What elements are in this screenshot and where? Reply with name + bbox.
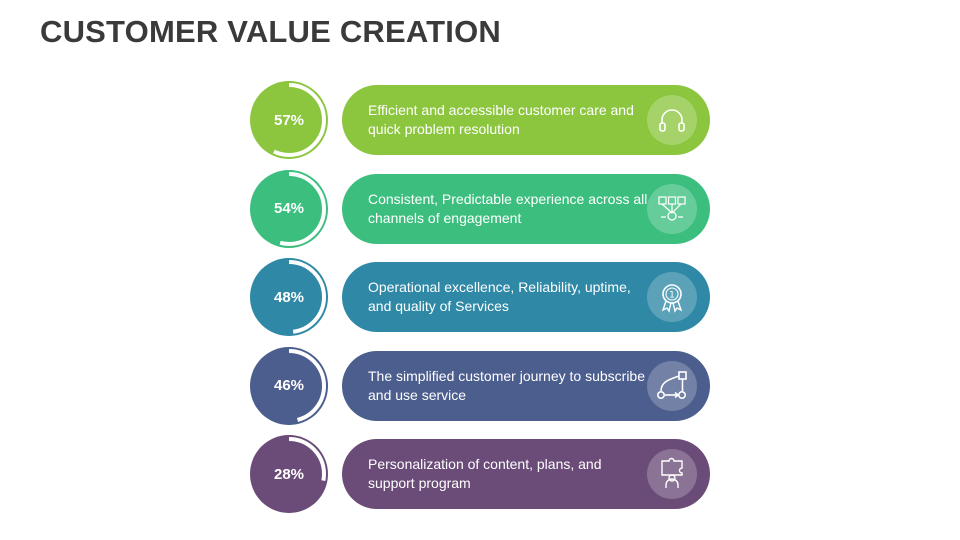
percent-ring <box>250 346 328 425</box>
ring-inner <box>258 354 320 417</box>
progress-arc <box>252 171 326 246</box>
percent-label: 46% <box>273 377 305 394</box>
omnichannel-icon <box>647 183 697 234</box>
ring-inner <box>258 177 320 240</box>
award-badge-icon: 1 <box>647 272 697 322</box>
value-item: Efficient and accessible customer care a… <box>248 80 710 160</box>
progress-arc <box>252 437 326 511</box>
percent-ring <box>250 169 328 248</box>
value-pill: Operational excellence, Reliability, upt… <box>342 262 710 332</box>
progress-arc <box>252 348 326 423</box>
progress-arc <box>252 83 326 157</box>
value-pill: Consistent, Predictable experience acros… <box>342 173 710 244</box>
percent-label: 57% <box>273 111 305 129</box>
percent-label: 28% <box>273 465 305 483</box>
page-title: CUSTOMER VALUE CREATION <box>40 14 502 49</box>
value-pill: The simplified customer journey to subsc… <box>342 350 710 421</box>
percent-ring <box>250 258 328 336</box>
journey-icon <box>647 360 697 411</box>
value-item: The simplified customer journey to subsc… <box>248 346 710 426</box>
ring-inner <box>258 266 320 328</box>
value-pill: Personalization of content, plans, and s… <box>342 439 710 509</box>
value-description: Consistent, Predictable experience acros… <box>368 190 648 226</box>
value-item: Consistent, Predictable experience acros… <box>248 169 710 249</box>
headphones-icon <box>647 95 697 145</box>
puzzle-person-icon <box>647 449 697 499</box>
percent-ring <box>250 81 328 159</box>
value-item: Personalization of content, plans, and s… <box>248 434 710 514</box>
progress-arc <box>252 260 326 334</box>
ring-inner <box>258 443 320 505</box>
svg-text:1: 1 <box>669 291 675 301</box>
value-description: Personalization of content, plans, and s… <box>368 456 602 491</box>
value-description: Efficient and accessible customer care a… <box>368 102 634 137</box>
value-description: Operational excellence, Reliability, upt… <box>368 279 631 314</box>
percent-label: 54% <box>273 200 305 217</box>
ring-inner <box>258 89 320 151</box>
value-description: The simplified customer journey to subsc… <box>368 367 646 403</box>
value-pill: Efficient and accessible customer care a… <box>342 85 710 155</box>
percent-label: 48% <box>273 288 305 306</box>
percent-ring <box>250 435 328 513</box>
value-item: Operational excellence, Reliability, upt… <box>248 257 710 337</box>
